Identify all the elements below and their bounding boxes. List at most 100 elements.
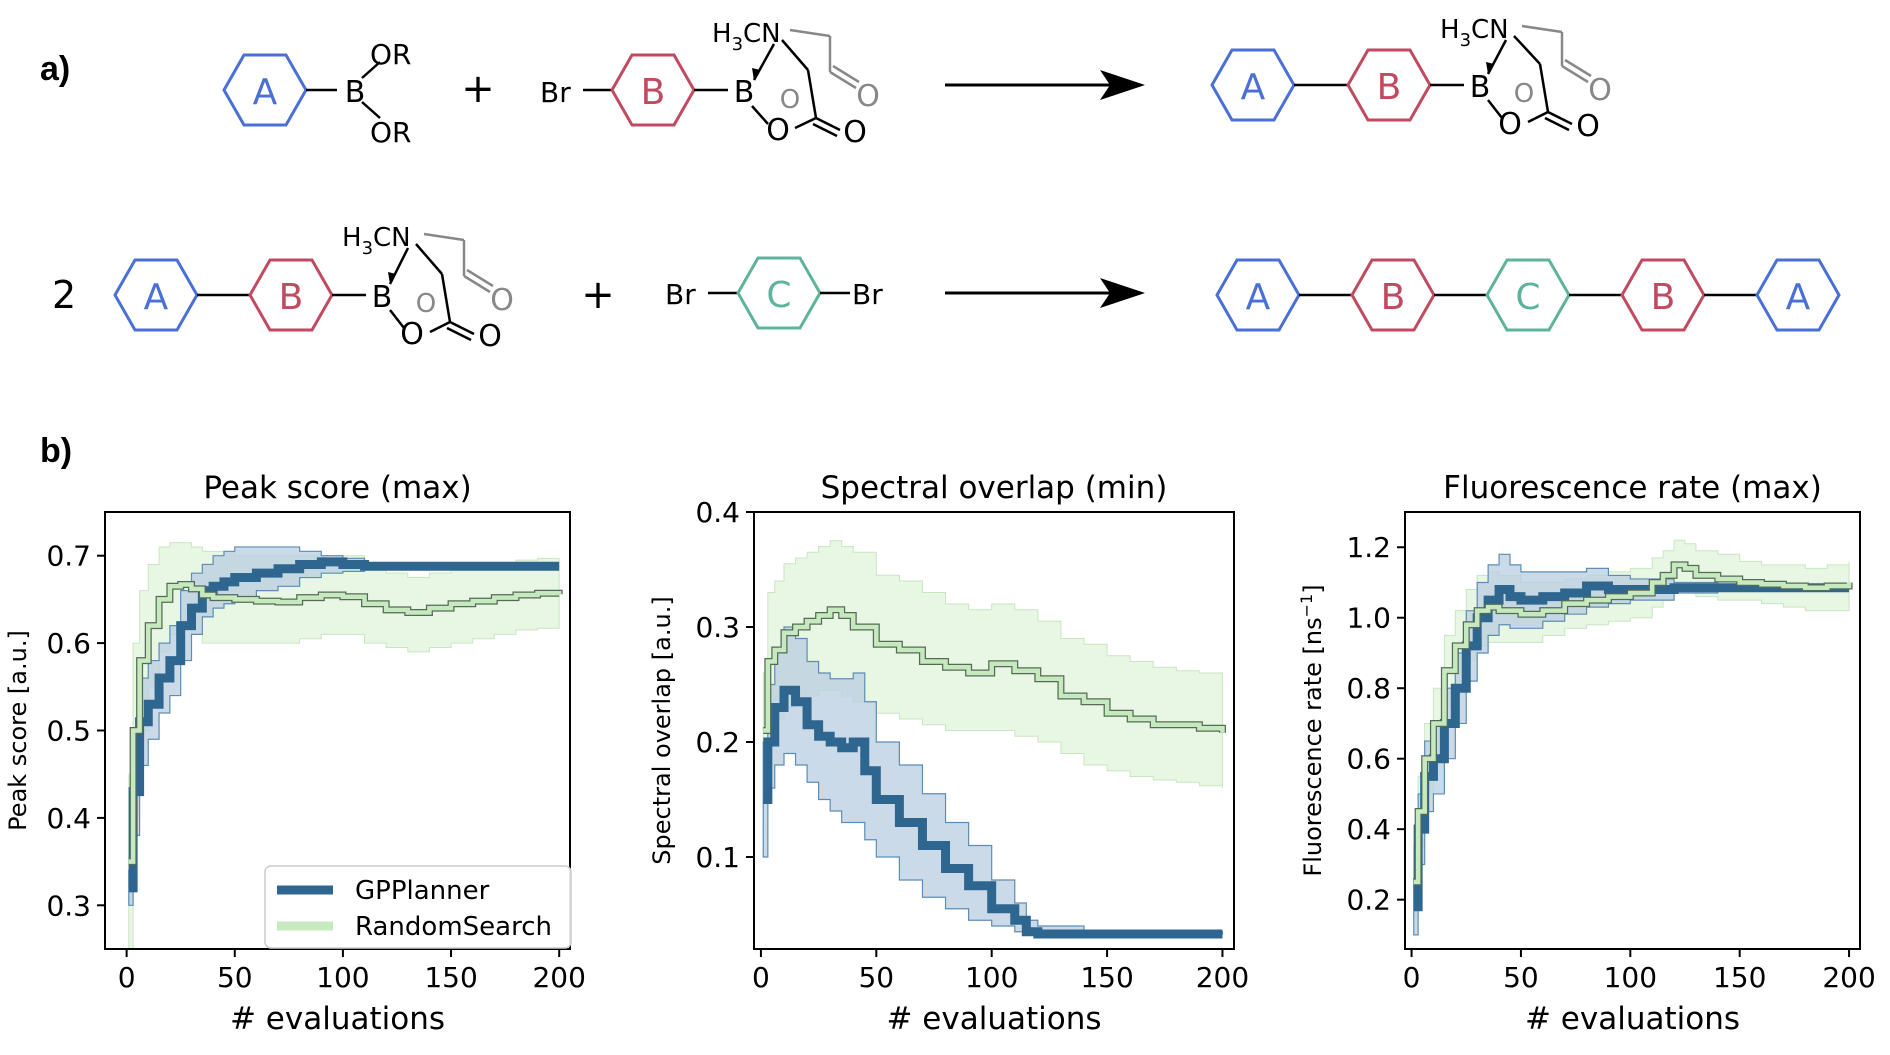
y-tick-label: 0.5 <box>46 715 91 748</box>
methyl-c: C <box>1471 15 1489 45</box>
reaction-1: A B OR OR + Br B B H3CN O <box>222 15 1612 150</box>
ring-label: B <box>641 72 666 113</box>
x-axis-label: # evaluations <box>886 1001 1101 1037</box>
oxygen-atom: O <box>780 85 800 115</box>
ring-c-product: C <box>1485 258 1571 332</box>
x-tick-label: 150 <box>1713 961 1766 994</box>
reaction-2: 2 A B B H3CN O O O <box>52 223 1841 354</box>
ring-b-product: B <box>1346 48 1432 122</box>
y-tick-label: 0.3 <box>46 889 91 922</box>
ring-a-product: A <box>1215 258 1301 332</box>
ring-label: B <box>1381 277 1406 318</box>
chart-fluorescence-rate: 0 50 100 150 200 0.2 0.4 0.6 0.8 1.0 1.2 Fluorescen… <box>1297 470 1876 1037</box>
gpplanner-line <box>128 557 560 893</box>
boron-atom: B <box>734 75 755 110</box>
x-axis-label: # evaluations <box>230 1001 445 1037</box>
x-tick-label: 200 <box>532 961 585 994</box>
methyl-c: C <box>373 223 391 253</box>
oxygen-atom: O <box>1588 73 1612 108</box>
methyl-c: C <box>743 19 761 49</box>
ring-c-reactant: C <box>736 256 822 330</box>
legend: GPPlanner RandomSearch <box>264 865 572 949</box>
y-axis-label: Fluorescence rate [ns−1] <box>1297 584 1327 876</box>
oxygen-atom: O <box>856 79 880 114</box>
methyl-h: H <box>712 19 732 49</box>
oxygen-atom: O <box>843 115 867 150</box>
bromine-atom: Br <box>540 76 571 109</box>
plus-sign: + <box>461 66 495 112</box>
y-axis-label: Peak score [a.u.] <box>4 630 32 831</box>
ring-a-reactant: A <box>113 258 199 332</box>
x-tick-label: 0 <box>752 961 770 994</box>
chart-title: Peak score (max) <box>203 470 471 506</box>
methyl-h: H <box>1440 15 1460 45</box>
y-tick-label: 0.2 <box>695 726 740 759</box>
plot-area <box>1413 539 1853 936</box>
y-axis-label-close: ] <box>1299 584 1327 593</box>
ring-b-product: B <box>1350 258 1436 332</box>
or-group: OR <box>370 116 412 149</box>
y-tick-label: 1.2 <box>1346 531 1391 564</box>
x-tick-label: 0 <box>1403 961 1421 994</box>
plot-frame <box>1404 511 1861 950</box>
or-group: OR <box>370 38 412 71</box>
methyl-subscript: 3 <box>732 34 743 55</box>
stoichiometric-coefficient: 2 <box>52 273 76 317</box>
boron-atom: B <box>345 75 366 110</box>
ring-a-reactant: A <box>222 53 308 127</box>
mida-boronate: B H3CN O O O O <box>342 223 514 354</box>
y-axis-label-superscript: −1 <box>1297 594 1316 618</box>
gpplanner-line <box>1413 581 1850 912</box>
y-tick-label: 0.4 <box>695 496 740 529</box>
y-tick-label: 0.4 <box>1346 813 1391 846</box>
plus-sign: + <box>581 272 615 318</box>
ring-label: A <box>1786 277 1811 318</box>
ring-a-product: A <box>1210 48 1296 122</box>
y-tick-label: 0.6 <box>1346 743 1391 776</box>
methyl-h: H <box>342 223 362 253</box>
oxygen-atom: O <box>1498 107 1522 142</box>
svg-text:H3CN: H3CN <box>342 223 411 259</box>
chart-title: Fluorescence rate (max) <box>1443 470 1822 506</box>
y-tick-label: 0.2 <box>1346 884 1391 917</box>
legend-box <box>264 865 572 949</box>
ring-label: B <box>1377 67 1402 108</box>
plot-area <box>128 542 563 949</box>
ring-b-product: B <box>1620 258 1706 332</box>
x-axis-label: # evaluations <box>1525 1001 1740 1037</box>
panel-label-b: b) <box>40 432 72 470</box>
gpplanner-line <box>763 685 1223 939</box>
randomsearch-line <box>128 582 562 864</box>
ring-label: A <box>144 277 169 318</box>
ring-label: C <box>1515 277 1540 318</box>
x-tick-label: 100 <box>1604 961 1657 994</box>
chart-peak-score: 0 50 100 150 200 0.3 0.4 0.5 0.6 0.7 Peak score (m… <box>4 470 586 1037</box>
oxygen-atom: O <box>1576 109 1600 144</box>
svg-text:H3CN: H3CN <box>712 19 781 55</box>
plot-frame <box>753 511 1235 950</box>
x-tick-label: 50 <box>217 961 253 994</box>
plot-area <box>762 540 1226 939</box>
svg-text:H3CN: H3CN <box>1440 15 1509 51</box>
oxygen-atom: O <box>478 319 502 354</box>
y-tick-label: 0.7 <box>46 540 91 573</box>
oxygen-atom: O <box>1514 79 1534 109</box>
randomsearch-line <box>1413 562 1852 885</box>
ring-label: A <box>1246 277 1271 318</box>
oxygen-atom: O <box>400 317 424 352</box>
y-axis-label-text: Fluorescence rate [ns <box>1299 617 1327 876</box>
x-tick-label: 200 <box>1822 961 1875 994</box>
panel-label-a: a) <box>40 50 70 88</box>
oxygen-atom: O <box>490 283 514 318</box>
legend-entry-randomsearch: RandomSearch <box>355 912 552 942</box>
methyl-subscript: 3 <box>1460 30 1471 51</box>
x-tick-label: 50 <box>858 961 894 994</box>
legend-entry-gpplanner: GPPlanner <box>355 876 490 906</box>
ring-label: A <box>253 72 278 113</box>
ring-label: B <box>279 277 304 318</box>
bromine-atom: Br <box>665 278 696 311</box>
y-axis-label: Spectral overlap [a.u.] <box>648 596 676 864</box>
ring-label: A <box>1241 67 1266 108</box>
ring-label: C <box>766 275 791 316</box>
